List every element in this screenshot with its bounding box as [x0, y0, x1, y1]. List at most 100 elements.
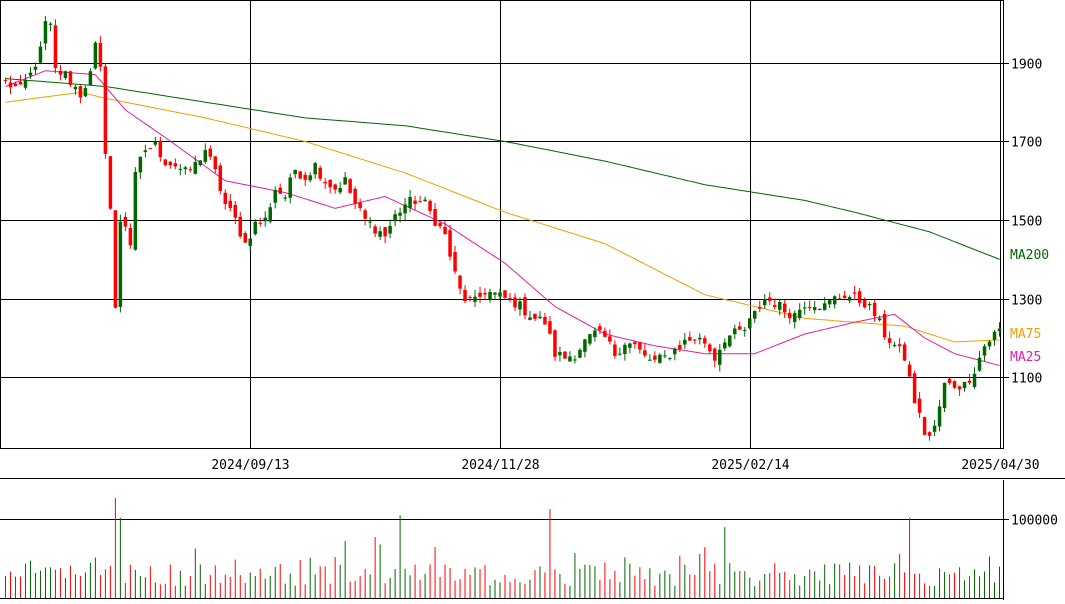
candle-down [708, 344, 712, 352]
price-panel-frame [0, 0, 1004, 449]
candle-up [812, 307, 817, 311]
candle-down [213, 156, 218, 170]
date-tick-label: 2024/09/13 [211, 458, 289, 473]
candle-down [543, 317, 547, 325]
ma200-label: MA200 [1010, 248, 1049, 263]
candle-up [273, 190, 277, 203]
candle-down [18, 81, 23, 85]
candle-down [483, 292, 487, 295]
candle-down [108, 156, 113, 209]
candle-down [188, 169, 193, 171]
candle-up [698, 337, 702, 340]
candle-down [563, 351, 567, 359]
candle-up [992, 331, 997, 340]
candle-up [203, 150, 208, 162]
candle-up [143, 150, 148, 153]
candle-down [173, 163, 178, 167]
candle-down [158, 140, 163, 158]
candle-down [453, 252, 457, 272]
candle-down [463, 289, 467, 302]
candle-down [907, 364, 912, 377]
candle-up [743, 329, 747, 331]
candle-down [98, 43, 103, 67]
candle-down [148, 148, 153, 150]
candle-up [797, 309, 802, 318]
candle-down [113, 210, 118, 308]
candle-up [683, 339, 687, 345]
candle-up [83, 87, 88, 97]
label-layer: 1100 1300 1500 1700 1900 2024/09/13 2024/11/28… [211, 58, 1058, 529]
candle-up [518, 301, 522, 310]
candle-down [513, 297, 517, 308]
candle-down [688, 337, 692, 341]
candle-up [138, 156, 143, 173]
candle-down [223, 192, 228, 204]
candle-up [393, 214, 397, 222]
candle-up [618, 353, 622, 355]
candle-down [218, 165, 223, 191]
candle-down [842, 295, 847, 299]
candle-down [703, 338, 707, 344]
candle-down [772, 305, 777, 307]
candle-up [488, 291, 492, 300]
price-tick-label: 1700 [1011, 136, 1042, 151]
candle-down [508, 297, 512, 299]
candle-up [832, 296, 837, 305]
candle-up [473, 296, 477, 302]
candle-down [363, 210, 367, 219]
candle-up [568, 356, 572, 362]
candle-down [912, 373, 917, 404]
candle-up [847, 297, 852, 301]
candle-down [233, 204, 238, 218]
candle-down [957, 386, 962, 390]
candle-up [962, 381, 967, 389]
candle-up [198, 160, 203, 166]
candle-down [163, 159, 168, 166]
candle-down [58, 70, 63, 75]
candle-down [413, 200, 417, 204]
candle-down [298, 171, 302, 179]
ma200-line [5, 78, 1000, 260]
candle-down [927, 432, 932, 436]
candle-up [733, 328, 737, 335]
candle-up [183, 167, 188, 170]
candle-down [523, 297, 527, 316]
candle-down [598, 326, 602, 331]
moving-average-layer [5, 70, 1000, 366]
candle-up [867, 303, 872, 306]
candle-down [897, 344, 902, 347]
candle-down [952, 381, 957, 388]
price-tick-label: 1300 [1011, 294, 1042, 309]
candle-up [338, 188, 342, 193]
candle-up [792, 313, 797, 323]
candle-down [68, 71, 73, 85]
candle-down [857, 291, 862, 303]
candle-down [383, 227, 387, 237]
candle-down [902, 344, 907, 361]
candle-down [478, 292, 482, 297]
candle-down [787, 312, 792, 319]
volume-layer [4, 498, 1001, 598]
candle-down [678, 345, 682, 350]
candle-down [947, 378, 952, 383]
candle-down [872, 302, 877, 317]
candle-down [433, 209, 437, 226]
candle-up [268, 207, 272, 222]
candle-down [653, 355, 657, 360]
date-tick-label: 2025/04/30 [961, 458, 1039, 473]
candle-down [358, 202, 362, 209]
candlestick-layer [3, 15, 1002, 441]
candle-down [603, 330, 607, 337]
candle-up [38, 46, 43, 63]
ma25-line [5, 70, 1000, 366]
candle-down [613, 344, 617, 356]
candle-up [987, 341, 992, 347]
candle-down [767, 297, 772, 301]
candle-up [93, 42, 98, 69]
candle-up [578, 349, 582, 358]
candle-down [782, 303, 787, 313]
candle-down [967, 380, 972, 383]
